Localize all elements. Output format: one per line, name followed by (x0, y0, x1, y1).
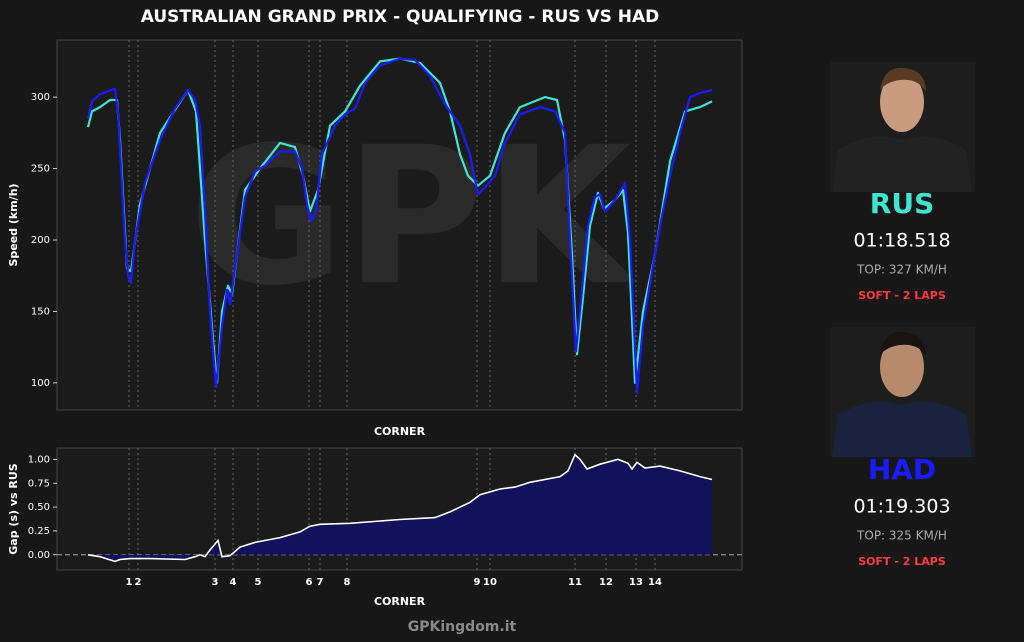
y-tick-label: 250 (31, 164, 50, 175)
y-tick-label: 0.75 (28, 478, 50, 489)
x-axis-label: CORNER (374, 425, 426, 438)
driver-photo (830, 62, 975, 192)
y-axis-label: Gap (s) vs RUS (7, 463, 20, 555)
x-tick-label: 12 (599, 577, 613, 588)
lap-time: 01:18.518 (853, 230, 950, 252)
tyre-info: SOFT - 2 LAPS (858, 555, 946, 568)
driver-code: RUS (870, 187, 934, 220)
x-axis-label: CORNER (374, 595, 426, 608)
x-tick-label: 3 (212, 577, 219, 588)
tyre-info: SOFT - 2 LAPS (858, 289, 946, 302)
x-tick-label: 7 (317, 577, 324, 588)
x-tick-label: 14 (648, 577, 662, 588)
x-tick-label: 8 (344, 577, 351, 588)
y-tick-label: 300 (31, 92, 50, 103)
driver-photo (830, 327, 975, 457)
y-tick-label: 0.50 (28, 502, 50, 513)
speed-line (86, 57, 713, 394)
x-tick-label: 5 (255, 577, 262, 588)
x-tick-label: 11 (568, 577, 582, 588)
y-tick-label: 0.00 (28, 550, 50, 561)
y-tick-label: 1.00 (28, 454, 50, 465)
y-tick-label: 150 (31, 306, 50, 317)
x-tick-label: 9 (474, 577, 481, 588)
y-tick-label: 200 (31, 235, 50, 246)
gap-line (87, 453, 713, 563)
gap-area (88, 454, 712, 562)
x-tick-label: 2 (135, 577, 142, 588)
lap-time: 01:19.303 (853, 496, 950, 518)
x-tick-label: 6 (306, 577, 313, 588)
top-speed: TOP: 325 KM/H (856, 529, 947, 543)
x-tick-label: 1 (126, 577, 133, 588)
watermark: GPK (189, 106, 637, 327)
footer: GPKingdom.it (408, 619, 517, 635)
y-tick-label: 100 (31, 378, 50, 389)
y-tick-label: 0.25 (28, 526, 50, 537)
x-tick-label: 10 (483, 577, 497, 588)
chart-title: AUSTRALIAN GRAND PRIX - QUALIFYING - RUS… (141, 7, 660, 27)
x-tick-label: 13 (629, 577, 643, 588)
x-tick-label: 4 (230, 577, 237, 588)
driver-code: HAD (868, 453, 936, 486)
y-axis-label: Speed (km/h) (7, 183, 20, 266)
top-speed: TOP: 327 KM/H (856, 263, 947, 277)
